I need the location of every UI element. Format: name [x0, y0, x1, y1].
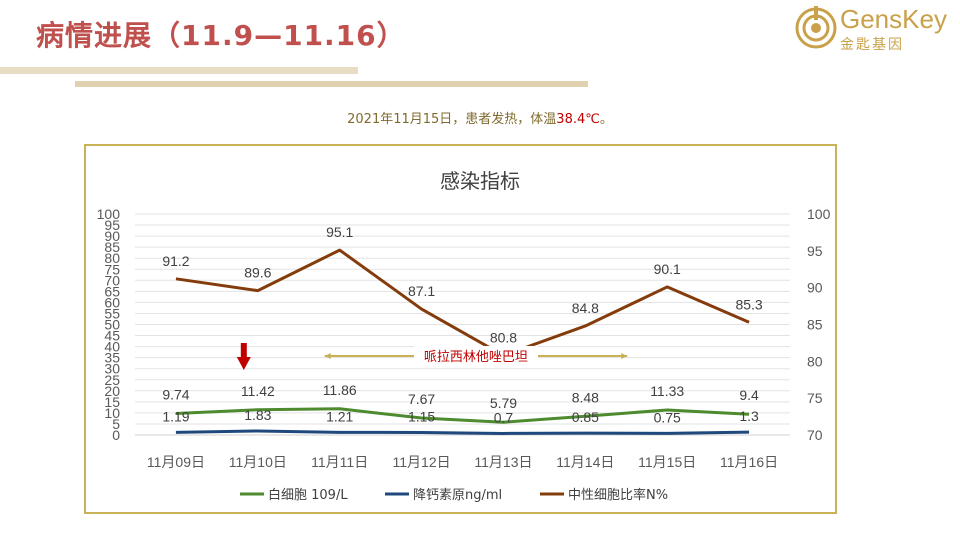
x-tick-label: 11月14日 [556, 454, 614, 470]
legend-label: 白细胞 109/L [268, 487, 348, 503]
data-label: 87.1 [408, 283, 435, 299]
arrow-down-icon [240, 343, 247, 358]
series-line-2 [175, 248, 750, 357]
y-left-tick-label: 60 [104, 294, 120, 310]
series-line-1 [175, 429, 750, 435]
y-right-tick-label: 85 [807, 317, 823, 333]
clinical-note-end: 。 [599, 112, 613, 127]
data-label: 5.79 [490, 395, 517, 411]
y-left-tick-label: 70 [104, 272, 120, 288]
x-tick-label: 11月10日 [229, 454, 287, 470]
treatment-label: 哌拉西林他唑巴坦 [424, 349, 528, 365]
arrow-down-icon-head [236, 357, 251, 370]
y-left-tick-label: 30 [104, 361, 120, 377]
y-left-tick-label: 80 [104, 250, 120, 266]
data-label: 9.4 [739, 387, 759, 403]
logo-icon [795, 6, 837, 49]
data-label: 80.8 [490, 329, 517, 345]
x-tick-label: 11月09日 [147, 454, 205, 470]
x-tick-label: 11月16日 [720, 454, 778, 470]
data-label: 7.67 [408, 391, 435, 407]
y-right-tick-label: 80 [807, 353, 823, 369]
y-left-tick-label: 5 [112, 416, 120, 432]
y-left-tick-label: 50 [104, 317, 120, 333]
data-label: 0.75 [654, 409, 681, 425]
y-left-tick-label: 75 [104, 261, 120, 277]
logo-wordmark: GensKey [840, 4, 947, 34]
data-label: 89.6 [244, 265, 271, 281]
legend-label: 降钙素原ng/ml [413, 488, 502, 503]
genskey-logo: GensKey 金匙基因 [794, 4, 954, 53]
y-left-tick-label: 95 [104, 217, 120, 233]
treatment-label-bg [413, 346, 538, 366]
data-label: 11.33 [650, 383, 684, 399]
data-label: 90.1 [654, 261, 681, 277]
data-label: 95.1 [326, 224, 353, 240]
logo-subtitle: 金匙基因 [840, 37, 904, 53]
y-left-tick-label: 25 [104, 372, 120, 388]
data-label: 9.74 [162, 386, 189, 402]
data-label: 8.48 [572, 389, 599, 405]
x-tick-label: 11月11日 [311, 454, 368, 470]
x-tick-label: 11月13日 [474, 454, 532, 470]
data-label: 0.7 [494, 409, 514, 425]
data-label: 91.2 [162, 253, 189, 269]
title-underline-bar-secondary [75, 81, 588, 87]
data-label: 11.42 [241, 383, 275, 399]
y-right-tick-label: 75 [807, 390, 823, 406]
data-label: 0.85 [572, 409, 599, 425]
span-arrow-left [324, 353, 331, 359]
series-line-0 [175, 407, 750, 424]
y-left-tick-label: 100 [97, 206, 121, 222]
temperature-value: 38.4℃ [556, 112, 600, 127]
y-left-tick-label: 40 [104, 339, 120, 355]
y-right-tick-label: 90 [807, 280, 823, 296]
x-tick-label: 11月12日 [393, 454, 451, 470]
data-label: 84.8 [572, 300, 599, 316]
legend-label: 中性细胞比率N% [568, 487, 668, 503]
x-tick-label: 11月15日 [638, 454, 696, 470]
y-left-tick-label: 0 [112, 427, 120, 443]
y-left-tick-label: 20 [104, 383, 120, 399]
chart-title: 感染指标 [440, 169, 520, 193]
data-label: 11.86 [323, 382, 357, 398]
data-label: 1.15 [408, 408, 435, 424]
y-left-tick-label: 65 [104, 283, 120, 299]
y-left-tick-label: 90 [104, 228, 120, 244]
data-label: 1.21 [326, 408, 353, 424]
title-underline-bar [0, 67, 358, 74]
data-label: 1.19 [162, 408, 189, 424]
y-left-tick-label: 10 [104, 405, 120, 421]
y-left-tick-label: 45 [104, 328, 120, 344]
y-right-tick-label: 100 [807, 206, 831, 222]
clinical-note-text: 2021年11月15日，患者发热，体温 [347, 112, 557, 127]
chart-frame [84, 144, 837, 514]
y-right-tick-label: 95 [807, 243, 823, 259]
data-label: 1.3 [739, 408, 759, 424]
y-left-tick-label: 55 [104, 305, 120, 321]
y-right-tick-label: 70 [807, 427, 823, 443]
y-left-tick-label: 85 [104, 239, 120, 255]
span-arrow-right [621, 353, 628, 359]
data-label: 1.83 [244, 407, 271, 423]
data-label: 85.3 [735, 296, 762, 312]
y-left-tick-label: 35 [104, 350, 120, 366]
page-title: 病情进展（11.9—11.16） [36, 19, 406, 52]
clinical-note: 2021年11月15日，患者发热，体温38.4℃。 [0, 108, 960, 127]
y-left-tick-label: 15 [104, 394, 120, 410]
